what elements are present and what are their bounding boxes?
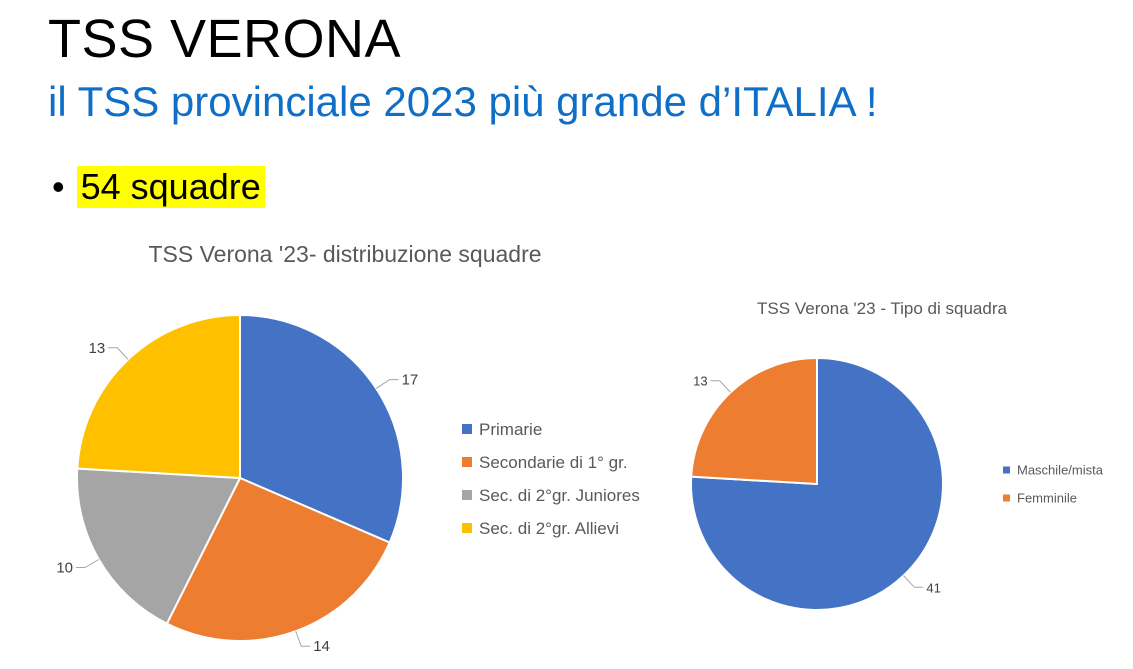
legend-label-1-2: Secondarie di 1° gr.: [479, 453, 628, 472]
page-title: TSS VERONA: [48, 9, 402, 69]
data-label-2-1: 41: [926, 580, 940, 595]
legend-swatch-2-1: [1003, 466, 1010, 474]
leader-line-2-2: [710, 380, 731, 393]
leader-line-1-4: [108, 347, 129, 360]
pie-slice-2-2: [690, 356, 818, 486]
legend-label-2-2: Femminile: [1017, 491, 1077, 506]
legend-label-1-4: Sec. di 2°gr. Allievi: [479, 519, 619, 538]
legend-label-2-1: Maschile/mista: [1017, 463, 1104, 478]
chart2-data-labels: 41 13: [693, 374, 941, 596]
data-label-1-3: 10: [56, 560, 73, 577]
page-subtitle: il TSS provinciale 2023 più grande d’ITA…: [48, 78, 878, 125]
legend-swatch-1-4: [462, 523, 472, 533]
data-label-1-4: 13: [89, 340, 106, 357]
legend-swatch-1-3: [462, 490, 472, 500]
leader-line-2-1: [903, 575, 924, 588]
chart1-slices: [76, 313, 404, 642]
data-label-2-2: 13: [693, 374, 707, 389]
chart1-data-labels: 17 14 10 13: [56, 340, 418, 655]
chart1-legend: Primarie Secondarie di 1° gr. Sec. di 2°gr…: [462, 420, 640, 538]
bullet-dot: •: [52, 166, 65, 207]
pie-slice-2-1: [690, 356, 944, 611]
leader-line-1-2: [295, 631, 311, 647]
pie-slice-1-3: [76, 467, 242, 626]
data-label-1-2: 14: [313, 638, 330, 655]
legend-label-1-1: Primarie: [479, 420, 542, 439]
legend-swatch-2-2: [1003, 494, 1010, 502]
chart2-slices: [690, 356, 944, 611]
chart2-title: TSS Verona '23 - Tipo di squadra: [757, 299, 1007, 318]
pie-slice-1-1: [239, 313, 404, 544]
chart1-title: TSS Verona '23- distribuzione squadre: [148, 241, 541, 267]
pie-slice-1-2: [165, 476, 391, 642]
leader-line-1-1: [375, 379, 399, 389]
bullet-item: • 54 squadre: [52, 166, 265, 208]
bullet-text: 54 squadre: [76, 166, 265, 208]
legend-label-1-3: Sec. di 2°gr. Juniores: [479, 486, 640, 505]
pie-slice-1-4: [76, 313, 241, 480]
data-label-1-1: 17: [402, 372, 419, 389]
legend-swatch-1-1: [462, 424, 472, 434]
leader-line-1-3: [76, 559, 100, 568]
legend-swatch-1-2: [462, 457, 472, 467]
chart2-legend: Maschile/mista Femminile: [1003, 463, 1104, 506]
